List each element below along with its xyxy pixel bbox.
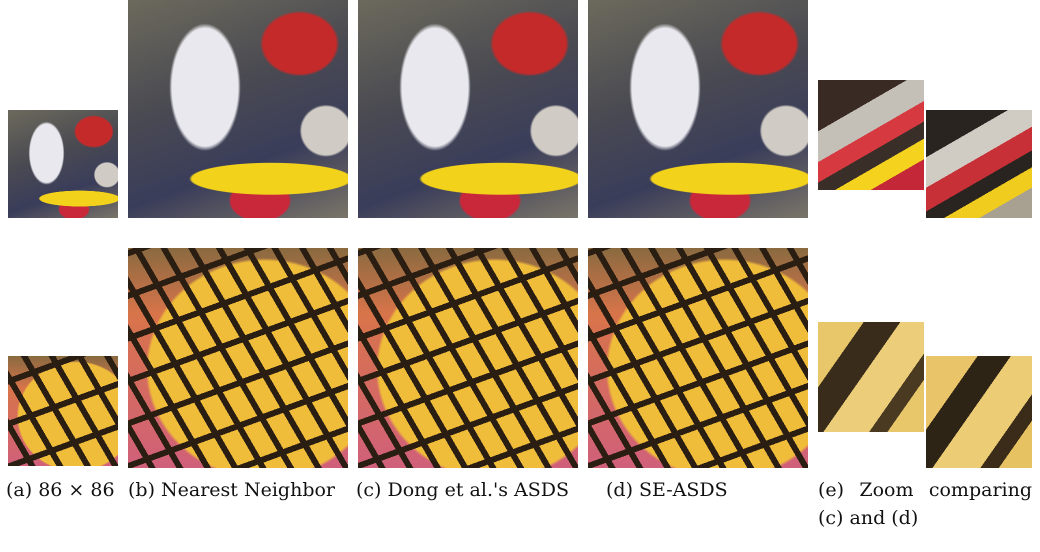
image-nn-butterfly bbox=[128, 248, 348, 468]
zoom-d-moto bbox=[926, 110, 1032, 218]
caption: (d) SE-ASDS bbox=[606, 476, 806, 504]
zoom-d-butterfly bbox=[926, 356, 1032, 468]
image-asds-butterfly bbox=[358, 248, 578, 468]
caption: (a) 86 × 86 bbox=[6, 476, 122, 504]
caption: (c) Dong et al.'s ASDS bbox=[356, 476, 580, 504]
image-nn-moto bbox=[128, 0, 348, 218]
zoom-c-butterfly bbox=[818, 322, 924, 432]
image-asds-moto bbox=[358, 0, 578, 218]
caption: (e) Zoom comparing (c) and (d) bbox=[818, 476, 1032, 532]
image-small-butterfly bbox=[8, 356, 118, 466]
image-small-moto bbox=[8, 110, 118, 218]
image-seasds-moto bbox=[588, 0, 808, 218]
zoom-c-moto bbox=[818, 80, 924, 190]
image-seasds-butterfly bbox=[588, 248, 808, 468]
caption: (b) Nearest Neighbor bbox=[128, 476, 350, 504]
figure: (a) 86 × 86 (b) Nearest Neighbor (c) Don… bbox=[0, 0, 1040, 552]
